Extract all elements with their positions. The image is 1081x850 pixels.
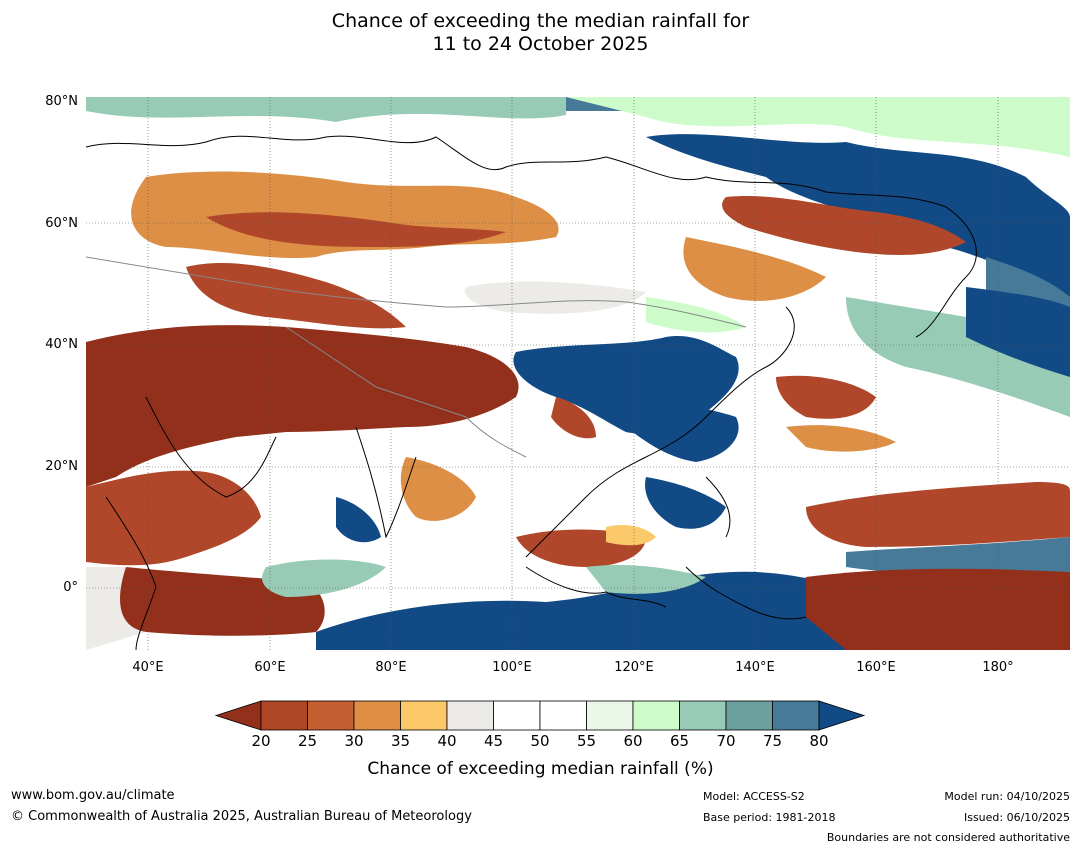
colorbar-label: Chance of exceeding median rainfall (%) xyxy=(367,759,714,779)
south-indian-ocean-wet xyxy=(316,571,846,650)
colorbar-cell xyxy=(493,700,541,731)
lat-label-40n: 40°N xyxy=(45,337,78,352)
lon-label-160e: 160°E xyxy=(856,660,896,675)
colorbar xyxy=(215,700,866,731)
colorbar-cell xyxy=(679,700,727,731)
boundaries-note: Boundaries are not considered authoritat… xyxy=(826,831,1070,844)
south-pacific-dry xyxy=(806,568,1070,650)
rainfall-map xyxy=(86,97,1070,650)
middle-east-very-dry xyxy=(86,325,519,487)
colorbar-cell xyxy=(539,700,587,731)
lon-label-80e: 80°E xyxy=(375,660,407,675)
lon-label-120e: 120°E xyxy=(614,660,654,675)
pacific-dry-patch-2 xyxy=(786,425,896,452)
base-period-text: Base period: 1981-2018 xyxy=(703,811,836,824)
colorbar-tick-label: 75 xyxy=(762,732,783,750)
north-pacific-wet xyxy=(966,287,1070,377)
colorbar-under-arrow xyxy=(215,700,262,731)
colorbar-over-arrow xyxy=(818,700,866,731)
lat-label-60n: 60°N xyxy=(45,216,78,231)
model-text: Model: ACCESS-S2 xyxy=(703,790,805,803)
arabian-sea-dry xyxy=(86,470,261,566)
philippines-wet xyxy=(645,477,726,529)
colorbar-tick-label: 40 xyxy=(437,732,457,750)
lon-label-140e: 140°E xyxy=(735,660,775,675)
colorbar-tick-label: 50 xyxy=(530,732,550,750)
lon-label-60e: 60°E xyxy=(254,660,286,675)
siberia-wet-region xyxy=(646,134,1070,297)
graticule xyxy=(86,97,1070,650)
bay-of-bengal-dry xyxy=(400,457,476,521)
model-run-text: Model run: 04/10/2025 xyxy=(944,790,1070,803)
colorbar-cell xyxy=(446,700,494,731)
colorbar-tick-label: 45 xyxy=(483,732,504,750)
colorbar-tick-label: 20 xyxy=(251,732,271,750)
arctic-green-patch xyxy=(566,97,1070,157)
country-borders xyxy=(86,256,747,458)
lat-label-20n: 20°N xyxy=(45,459,78,474)
colorbar-tick-label: 35 xyxy=(390,732,411,750)
equatorial-yellow-spot xyxy=(606,525,656,546)
maritime-teal xyxy=(586,565,706,594)
coastlines xyxy=(86,135,977,650)
lon-label-100e: 100°E xyxy=(492,660,532,675)
colorbar-cell xyxy=(725,700,773,731)
south-india-wet xyxy=(336,497,381,543)
colorbar-cell xyxy=(260,700,308,731)
colorbar-tick-label: 25 xyxy=(297,732,318,750)
lon-label-180: 180° xyxy=(982,660,1014,675)
colorbar-cell xyxy=(586,700,634,731)
kazakh-dry xyxy=(186,262,406,329)
equatorial-teal xyxy=(262,559,386,597)
colorbar-tick-label: 55 xyxy=(576,732,597,750)
indochina-dry-spot xyxy=(551,397,596,439)
northeast-china-dry xyxy=(683,237,826,301)
lat-label-80n: 80°N xyxy=(45,94,78,109)
arctic-teal-patch xyxy=(86,97,566,122)
chart-title-line-2: 11 to 24 October 2025 xyxy=(432,33,649,55)
pacific-dry-patch-1 xyxy=(776,375,876,419)
rainfall-map-svg xyxy=(86,97,1070,650)
colorbar-cell xyxy=(353,700,401,731)
central-pacific-dry xyxy=(806,482,1070,547)
mongolia-grey xyxy=(465,281,646,314)
lat-label-0: 0° xyxy=(63,580,78,595)
colorbar-cell xyxy=(772,700,820,731)
colorbar-tick-label: 30 xyxy=(344,732,364,750)
chart-title-line-1: Chance of exceeding the median rainfall … xyxy=(331,10,750,32)
website-link[interactable]: www.bom.gov.au/climate xyxy=(11,788,175,803)
issued-text: Issued: 06/10/2025 xyxy=(963,811,1070,824)
lon-label-40e: 40°E xyxy=(132,660,164,675)
colorbar-cell xyxy=(307,700,355,731)
colorbar-cell xyxy=(632,700,680,731)
colorbar-tick-label: 80 xyxy=(809,732,829,750)
india-neutral xyxy=(314,445,400,537)
east-siberia-dry xyxy=(722,195,966,255)
colorbar-tick-label: 70 xyxy=(716,732,736,750)
central-pacific-steel xyxy=(846,537,1070,576)
copyright-text: © Commonwealth of Australia 2025, Austra… xyxy=(11,809,472,824)
colorbar-tick-label: 65 xyxy=(669,732,690,750)
west-siberia-drier xyxy=(206,212,506,247)
colorbar-cell xyxy=(400,700,448,731)
colorbar-tick-label: 60 xyxy=(623,732,643,750)
